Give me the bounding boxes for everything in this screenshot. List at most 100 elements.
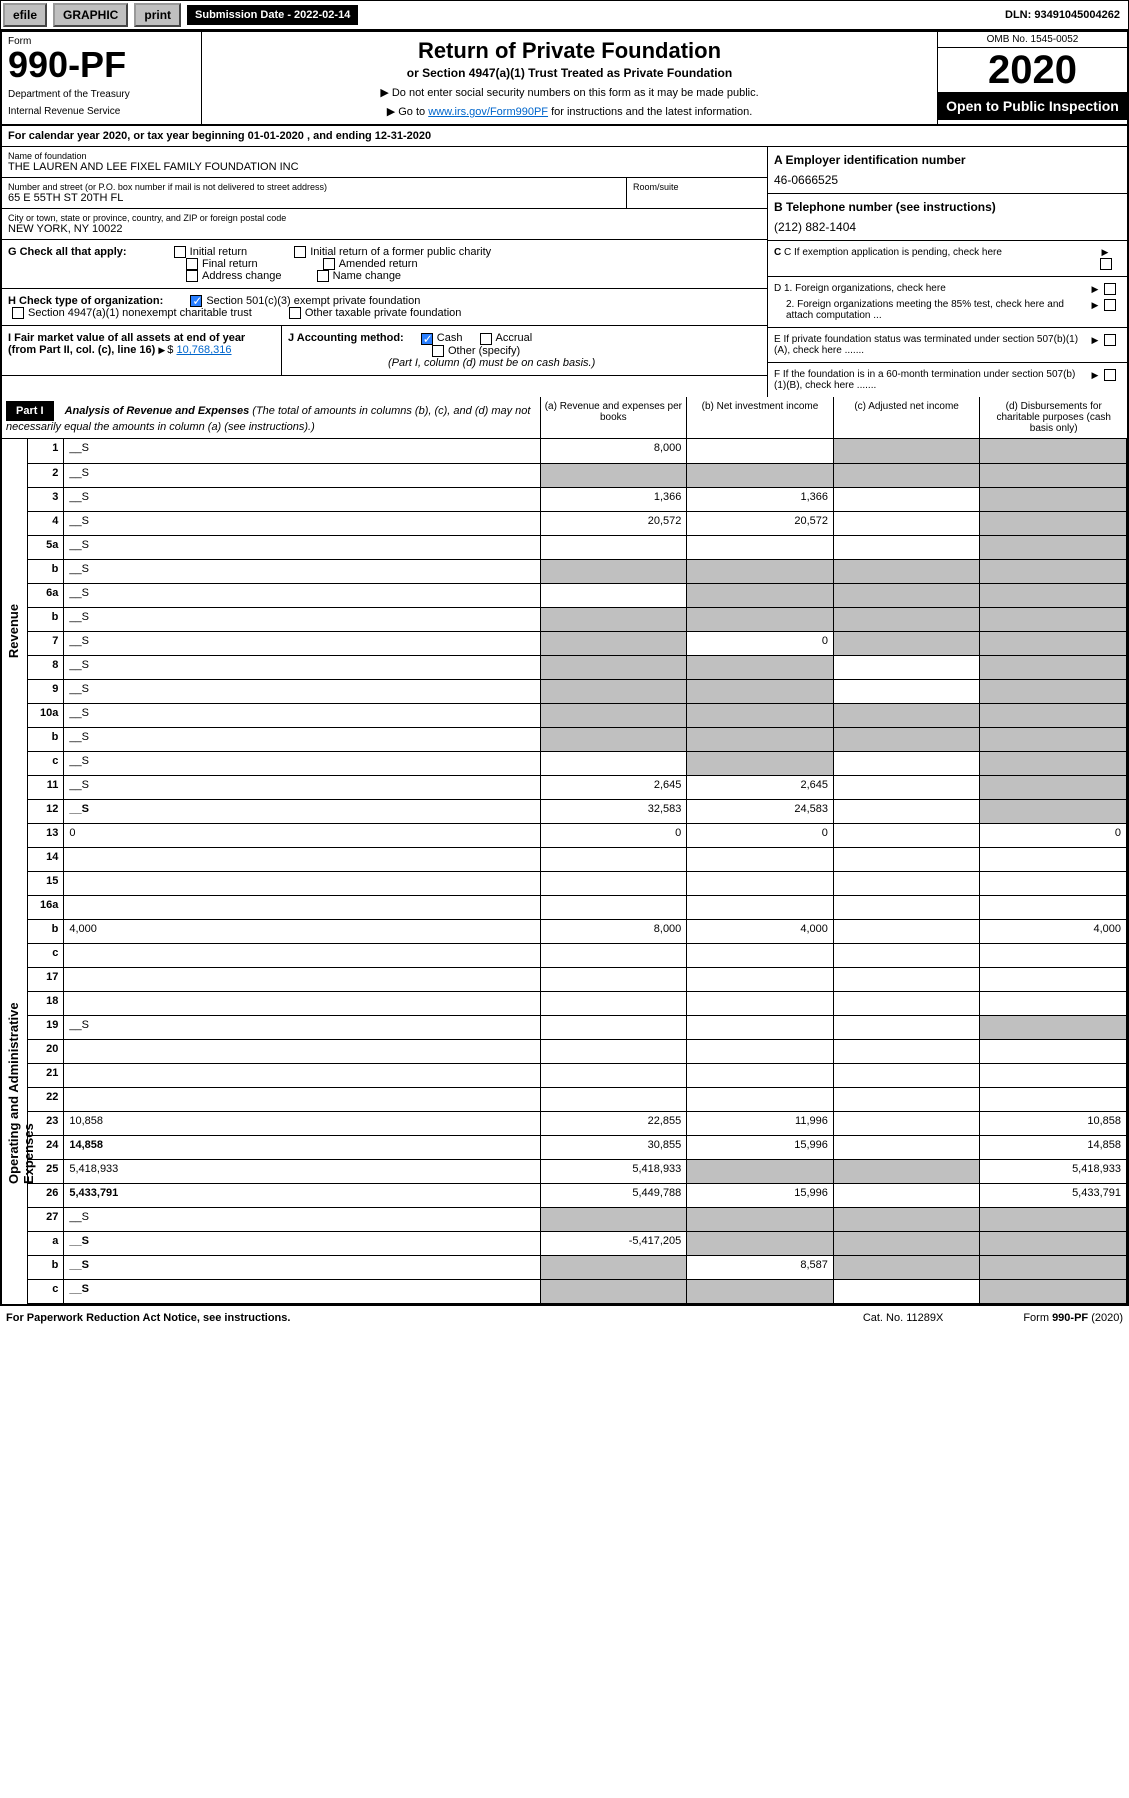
city-val: NEW YORK, NY 10022	[8, 223, 761, 235]
cell-amount	[687, 1016, 834, 1040]
graphic-button[interactable]: GRAPHIC	[53, 3, 128, 27]
section-g: G Check all that apply: Initial return I…	[2, 240, 767, 289]
cell-amount	[540, 992, 687, 1016]
cell-amount: 0	[540, 824, 687, 848]
city-cell: City or town, state or province, country…	[2, 209, 767, 240]
row-desc: 5,418,933	[64, 1160, 540, 1184]
f-text: F If the foundation is in a 60-month ter…	[774, 369, 1085, 391]
fmv-link[interactable]: 10,768,316	[176, 344, 231, 356]
cell-amount	[980, 1064, 1127, 1088]
efile-button[interactable]: efile	[3, 3, 47, 27]
table-row: 3__S1,3661,366	[2, 487, 1127, 511]
cell-shaded	[980, 1280, 1127, 1304]
cell-shaded	[687, 1280, 834, 1304]
cell-amount: 8,000	[540, 439, 687, 463]
row-desc	[64, 944, 540, 968]
cell-shaded	[540, 727, 687, 751]
checkbox-amended[interactable]	[323, 258, 335, 270]
submission-date-badge: Submission Date - 2022-02-14	[187, 5, 358, 25]
cell-amount	[833, 1016, 979, 1040]
checkbox-other-method[interactable]	[432, 345, 444, 357]
table-row: c	[2, 944, 1127, 968]
cell-shaded	[540, 607, 687, 631]
cell-amount	[540, 896, 687, 920]
cell-amount: 2,645	[687, 775, 834, 799]
addr-lbl: Number and street (or P.O. box number if…	[8, 182, 620, 192]
cell-amount	[833, 1040, 979, 1064]
cell-amount	[833, 1136, 979, 1160]
header-right: OMB No. 1545-0052 2020 Open to Public In…	[937, 32, 1127, 124]
checkbox-d2[interactable]	[1104, 299, 1116, 311]
checkbox-accrual[interactable]	[480, 333, 492, 345]
cell-amount	[833, 1088, 979, 1112]
cell-shaded	[687, 607, 834, 631]
cell-shaded	[833, 583, 980, 607]
checkbox-4947[interactable]	[12, 307, 24, 319]
checkbox-e[interactable]	[1104, 334, 1116, 346]
row-num: 11	[28, 775, 64, 799]
table-row: 11__S2,6452,645	[2, 775, 1127, 799]
footer-right: Form 990-PF (2020)	[1023, 1312, 1123, 1324]
dln-label: DLN: 93491045004262	[1005, 9, 1126, 21]
cell-shaded	[980, 535, 1127, 559]
table-row: 9__S	[2, 679, 1127, 703]
checkbox-other-taxable[interactable]	[289, 307, 301, 319]
cell-shaded	[687, 463, 834, 487]
checkbox-name-change[interactable]	[317, 270, 329, 282]
row-desc: __S	[64, 1208, 540, 1232]
checkbox-501c3[interactable]	[190, 295, 202, 307]
row-desc: __S	[64, 727, 540, 751]
table-row: 8__S	[2, 655, 1127, 679]
form-number: 990-PF	[8, 47, 195, 83]
checkbox-c[interactable]	[1100, 258, 1112, 270]
cell-shaded	[687, 751, 834, 775]
addr-cell: Number and street (or P.O. box number if…	[2, 178, 627, 208]
name-cell: Name of foundation THE LAUREN AND LEE FI…	[2, 147, 767, 178]
row-num: c	[28, 751, 64, 775]
c-text: C If exemption application is pending, c…	[784, 247, 1002, 258]
cell-amount	[540, 1064, 687, 1088]
cell-amount	[833, 944, 979, 968]
cell-amount: 1,366	[540, 487, 687, 511]
cell-shaded	[980, 727, 1127, 751]
cell-amount	[833, 655, 980, 679]
checkbox-f[interactable]	[1104, 369, 1116, 381]
table-row: 12__S32,58324,583	[2, 799, 1127, 823]
checkbox-d1[interactable]	[1104, 283, 1116, 295]
d-row: D 1. Foreign organizations, check here 2…	[768, 277, 1127, 328]
section-j: J Accounting method: Cash Accrual Other …	[282, 326, 767, 374]
j-other: Other (specify)	[428, 345, 520, 357]
cell-shaded	[980, 583, 1127, 607]
cell-amount	[980, 848, 1127, 872]
col-c-head: (c) Adjusted net income	[834, 397, 981, 438]
cell-amount: 0	[687, 631, 834, 655]
arrow-icon	[158, 344, 167, 356]
table-row: 15	[2, 872, 1127, 896]
form990pf-link[interactable]: www.irs.gov/Form990PF	[428, 106, 548, 118]
part1-title: Analysis of Revenue and Expenses	[65, 405, 250, 417]
cell-amount: 20,572	[540, 511, 687, 535]
row-num: 14	[28, 848, 64, 872]
row-desc: __S	[64, 511, 540, 535]
print-button[interactable]: print	[134, 3, 181, 27]
ein-lbl: A Employer identification number	[774, 153, 1121, 167]
checkbox-address-change[interactable]	[186, 270, 198, 282]
table-row: c__S	[2, 1280, 1127, 1304]
header-left: Form 990-PF Department of the Treasury I…	[2, 32, 202, 124]
row-desc: 14,858	[64, 1136, 540, 1160]
cell-amount: 5,418,933	[540, 1160, 687, 1184]
j-accrual: Accrual	[476, 332, 533, 344]
checkbox-cash[interactable]	[421, 333, 433, 345]
part1-left-head: Part I Analysis of Revenue and Expenses …	[2, 397, 541, 438]
cell-amount	[687, 896, 834, 920]
g-opt-1: Final return	[182, 258, 258, 270]
cell-shaded	[980, 799, 1127, 823]
checkbox-initial-return[interactable]	[174, 246, 186, 258]
row-desc	[64, 1088, 540, 1112]
j-cash: Cash	[417, 332, 463, 344]
table-row: 22	[2, 1088, 1127, 1112]
cell-shaded	[833, 1160, 979, 1184]
checkbox-initial-former[interactable]	[294, 246, 306, 258]
row-num: 3	[28, 487, 64, 511]
checkbox-final-return[interactable]	[186, 258, 198, 270]
